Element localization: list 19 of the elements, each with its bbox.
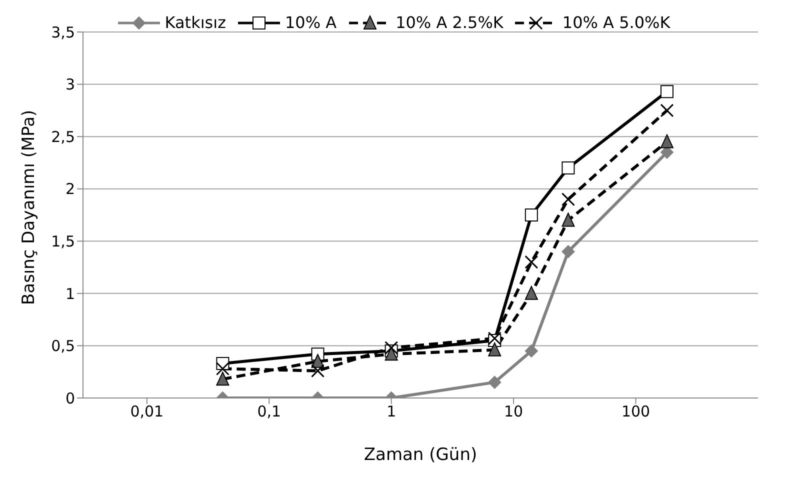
y-tick-label: 2 [65, 180, 75, 198]
legend-label: 10% A 5.0%K [562, 13, 670, 32]
y-tick-label: 0,5 [51, 337, 75, 356]
y-tick-label: 0 [65, 389, 75, 408]
y-axis-title: Basınç Dayanımı (MPa) [19, 110, 40, 305]
x-axis-title: Zaman (Gün) [364, 445, 478, 465]
y-tick-label: 2,5 [51, 128, 75, 146]
x-tick-label: 0,01 [130, 402, 164, 421]
legend-label: 10% A [284, 13, 337, 32]
y-tick-label: 1 [65, 284, 75, 303]
y-tick-label: 1,5 [51, 232, 75, 250]
x-tick-label: 1 [386, 402, 396, 421]
y-tick-label: 3,5 [51, 23, 75, 42]
x-tick-label: 10 [504, 402, 524, 421]
x-tick-label: 100 [621, 402, 650, 421]
legend-label: Katkısız [164, 13, 226, 32]
y-tick-label: 3 [65, 76, 75, 94]
legend-label: 10% A 2.5%K [396, 13, 504, 32]
x-tick-label: 0,1 [257, 402, 282, 421]
